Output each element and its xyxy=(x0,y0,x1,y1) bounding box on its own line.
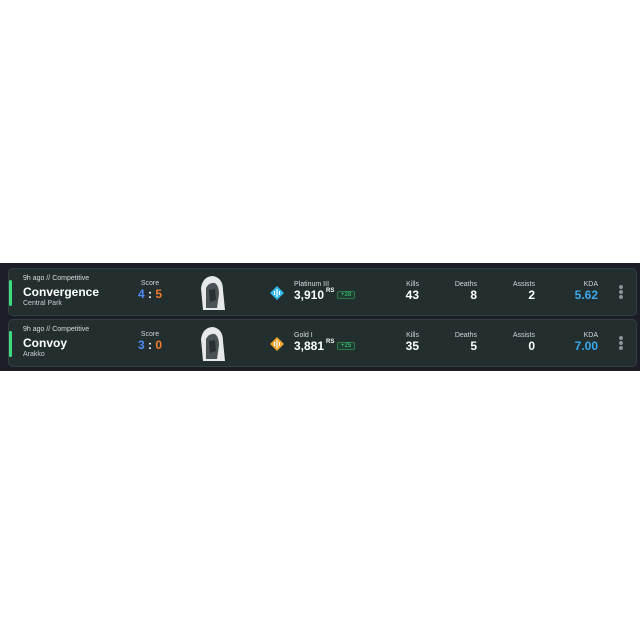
deaths-value: 8 xyxy=(470,288,477,302)
kills-stat: Kills 35 xyxy=(389,332,419,353)
kills-label: Kills xyxy=(406,281,419,288)
deaths-stat: Deaths 8 xyxy=(439,281,477,302)
deaths-stat: Deaths 5 xyxy=(439,332,477,353)
kills-stat: Kills 43 xyxy=(389,281,419,302)
kills-value: 43 xyxy=(405,288,419,302)
rank-score: 3,910 xyxy=(294,288,325,302)
enemy-score: 5 xyxy=(155,287,163,301)
score-label: Score xyxy=(140,331,160,338)
deaths-value: 5 xyxy=(470,339,477,353)
kda-stat: KDA 5.62 xyxy=(564,281,598,302)
score-label: Score xyxy=(140,280,160,287)
map-name: Convergence xyxy=(23,285,100,299)
team-score: 3 xyxy=(137,338,145,352)
rank-score-unit: RS xyxy=(326,339,335,345)
match-row[interactable]: 9h ago // Competitive Convoy Arakko Scor… xyxy=(8,319,637,367)
rank-delta-badge: +25 xyxy=(337,342,356,350)
kda-value: 5.62 xyxy=(574,288,598,302)
assists-value: 0 xyxy=(528,339,535,353)
map-location: Central Park xyxy=(23,300,62,307)
kda-stat: KDA 7.00 xyxy=(564,332,598,353)
match-meta: 9h ago // Competitive xyxy=(23,326,90,333)
rank-name: Gold I xyxy=(294,332,313,339)
assists-label: Assists xyxy=(512,281,535,288)
score: Score 3 : 0 xyxy=(129,331,171,352)
deaths-label: Deaths xyxy=(454,281,477,288)
score-separator: : xyxy=(148,338,152,352)
rank-score-unit: RS xyxy=(326,288,335,294)
kda-label: KDA xyxy=(583,281,598,288)
assists-stat: Assists 2 xyxy=(499,281,535,302)
gold-rank-icon xyxy=(270,337,284,351)
rank-delta-badge: +28 xyxy=(337,291,356,299)
more-options-icon[interactable] xyxy=(618,284,624,302)
score: Score 4 : 5 xyxy=(129,280,171,301)
kda-label: KDA xyxy=(583,332,598,339)
kills-value: 35 xyxy=(405,339,419,353)
score-separator: : xyxy=(148,287,152,301)
deaths-label: Deaths xyxy=(454,332,477,339)
assists-value: 2 xyxy=(528,288,535,302)
more-options-icon[interactable] xyxy=(618,335,624,353)
kills-label: Kills xyxy=(406,332,419,339)
team-score: 4 xyxy=(137,287,145,301)
rank-score: 3,881 xyxy=(294,339,325,353)
hero-portrait-icon xyxy=(201,276,225,310)
enemy-score: 0 xyxy=(155,338,163,352)
platinum-rank-icon xyxy=(270,286,284,300)
match-meta: 9h ago // Competitive xyxy=(23,275,90,282)
assists-label: Assists xyxy=(512,332,535,339)
rank-name: Platinum III xyxy=(294,281,330,288)
hero-portrait-icon xyxy=(201,327,225,361)
win-indicator xyxy=(9,280,12,306)
map-location: Arakko xyxy=(23,351,45,358)
map-name: Convoy xyxy=(23,336,68,350)
win-indicator xyxy=(9,331,12,357)
kda-value: 7.00 xyxy=(574,339,598,353)
assists-stat: Assists 0 xyxy=(499,332,535,353)
match-row[interactable]: 9h ago // Competitive Convergence Centra… xyxy=(8,268,637,316)
